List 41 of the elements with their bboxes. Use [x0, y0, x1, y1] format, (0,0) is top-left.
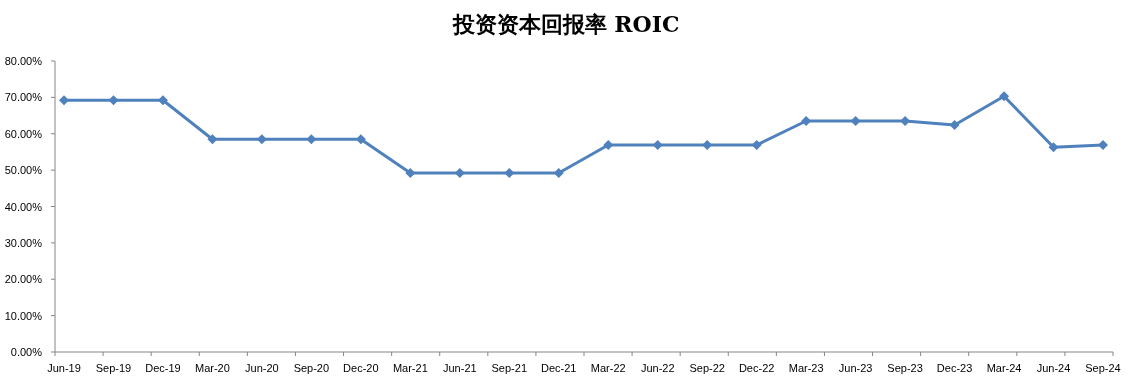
- point: [306, 134, 317, 145]
- point: [59, 95, 69, 106]
- point: [1098, 140, 1108, 151]
- y-tick-label: 40.00%: [4, 200, 43, 213]
- x-tick-label: Jun-23: [838, 362, 873, 374]
- x-tick-label: Sep-22: [689, 362, 725, 374]
- x-tick-label: Jun-22: [640, 362, 675, 374]
- x-tick-label: Jun-24: [1036, 362, 1071, 374]
- x-tick-label: Sep-21: [491, 362, 528, 374]
- y-tick-label: 20.00%: [4, 273, 43, 286]
- x-tick-label: Sep-20: [293, 362, 330, 374]
- point: [850, 116, 861, 127]
- point: [949, 120, 960, 131]
- x-tick-label: Mar-24: [986, 362, 1022, 374]
- point: [1048, 142, 1059, 153]
- y-tick-label: 80.00%: [4, 55, 43, 67]
- x-tick-label: Sep-19: [95, 362, 132, 374]
- point: [999, 91, 1010, 102]
- x-tick-label: Dec-19: [145, 362, 181, 374]
- point: [207, 134, 218, 145]
- x-tick-label: Mar-23: [788, 362, 824, 374]
- x-tick-label: Mar-21: [392, 362, 428, 374]
- x-tick-label: Dec-23: [936, 362, 973, 374]
- x-tick-label: Dec-22: [738, 362, 775, 374]
- x-tick-label: Mar-20: [195, 362, 230, 374]
- y-tick-label: 10.00%: [4, 309, 43, 322]
- x-tick-label: Mar-22: [590, 362, 626, 374]
- x-tick-label: Jun-20: [245, 362, 279, 374]
- y-tick-label: 70.00%: [4, 91, 43, 104]
- point: [108, 95, 119, 106]
- x-tick-label: Sep-23: [887, 362, 923, 374]
- y-tick-label: 30.00%: [4, 236, 43, 249]
- x-tick-label: Jun-21: [442, 362, 477, 374]
- x-tick-label: Jun-19: [47, 362, 81, 374]
- x-tick-label: Sep-24: [1085, 362, 1121, 374]
- y-tick-label: 0.00%: [10, 346, 43, 358]
- x-tick-label: Dec-20: [343, 362, 379, 374]
- y-tick-label: 60.00%: [4, 127, 43, 140]
- x-tick-label: Dec-21: [541, 362, 577, 374]
- y-tick-label: 50.00%: [4, 164, 43, 177]
- chart-title: 投资资本回报率 ROIC: [451, 11, 680, 37]
